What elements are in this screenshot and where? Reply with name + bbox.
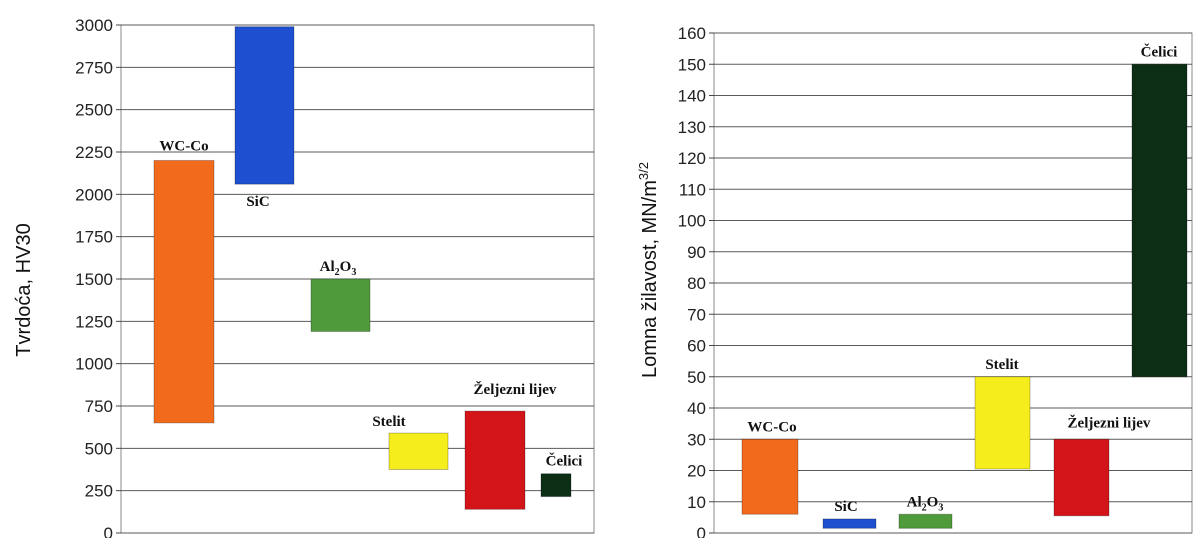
bar-al2o3 [898,513,953,529]
y-tick-label: 1250 [75,312,113,331]
bar-wc-co [741,438,799,515]
y-tick-label: 120 [678,149,706,168]
bar-label-sic: SiC [834,499,857,515]
bar-label-zeljezni-lijev: Željezni lijev [1068,414,1151,431]
y-tick-label: 150 [678,55,706,74]
y-tick-label: 30 [687,430,706,449]
y-tick-label: 130 [678,118,706,137]
y-tick-label: 10 [687,493,706,512]
y-tick-label: 500 [85,439,113,458]
bar-stelit [388,432,449,470]
y-tick-label: 2250 [75,143,113,162]
bar-celici [1131,63,1188,378]
bar-label-zeljezni-lijev: Željezni lijev [474,381,557,398]
y-tick-label: 1500 [75,270,113,289]
y-tick-label: 1000 [75,355,113,374]
bar-labels: WC-Co SiC Al2O3 Stelit Željezni lijev Čelici [747,43,1177,515]
y-axis-label: Tvrdoća, HV30 [13,223,35,356]
y-tick-label: 50 [687,368,706,387]
y-tick-label: 110 [679,180,706,199]
bar-al2o3 [310,278,371,332]
bar-zeljezni-lijev [464,410,526,510]
bar-sic [234,26,295,185]
bar-label-stelit: Stelit [985,357,1018,373]
y-axis-ticks: 0 10 20 30 40 50 60 70 80 90 100 110 120 130 140 150 160 [678,24,714,538]
bar-label-celici: Čelici [1141,43,1178,60]
y-tick-label: 80 [687,274,706,293]
y-tick-label: 2000 [75,185,113,204]
y-tick-label: 0 [697,524,706,538]
y-tick-label: 2500 [75,101,113,120]
toughness-chart: 0 10 20 30 40 50 60 70 80 90 100 110 120 130 140 150 160… [636,24,1193,538]
y-tick-label: 100 [678,212,706,231]
bar-wc-co [153,159,215,424]
bar-zeljezni-lijev [1053,438,1110,517]
y-tick-label: 20 [687,462,706,481]
y-tick-label: 0 [104,524,113,538]
y-tick-label: 40 [687,399,706,418]
bar-label-stelit: Stelit [372,414,405,430]
hardness-chart: 0 250 500 750 1000 1250 1500 1750 2000 2250 2500 27… [13,16,595,538]
bar-celici [540,473,572,498]
y-tick-label: 90 [687,243,706,262]
y-axis-label: Lomna žilavost, MN/m3/2 [636,162,661,378]
bar-sic [822,518,877,529]
y-tick-label: 1750 [75,228,113,247]
bar-label-wc-co: WC-Co [747,419,796,435]
bar-stelit [974,376,1031,470]
y-axis-ticks: 0 250 500 750 1000 1250 1500 1750 2000 2250 2500 27… [75,16,121,538]
bar-label-celici: Čelici [546,453,583,470]
bar-label-al2o3: Al2O3 [907,494,944,513]
bars [153,26,572,510]
y-tick-label: 70 [687,305,706,324]
bar-label-al2o3: Al2O3 [320,259,357,278]
y-tick-label: 60 [687,337,706,356]
bars [741,63,1188,529]
y-tick-label: 2750 [75,58,113,77]
y-tick-label: 3000 [75,16,113,35]
y-tick-label: 140 [678,87,706,106]
y-tick-label: 250 [85,482,113,501]
y-tick-label: 750 [85,397,113,416]
bar-label-wc-co: WC-Co [159,138,208,154]
bar-labels: WC-Co SiC Al2O3 Stelit Željezni lijev Čelici [159,138,582,469]
y-tick-label: 160 [678,24,706,43]
bar-label-sic: SiC [246,194,269,210]
